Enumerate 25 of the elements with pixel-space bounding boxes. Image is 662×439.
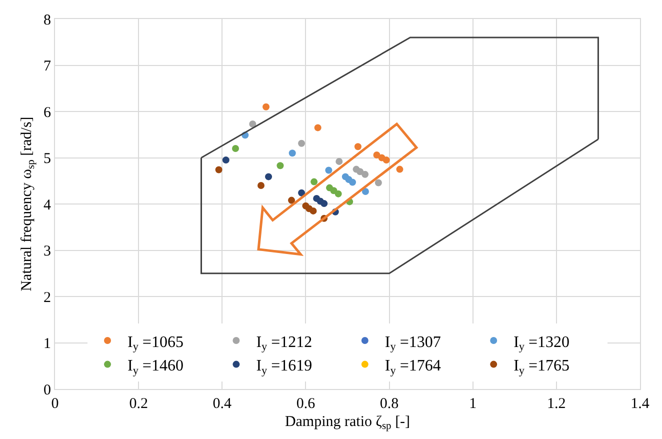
legend-label: I$_{y}$ =1065 <box>128 334 184 354</box>
y-tick-label: 6 <box>44 104 52 121</box>
legend-label: I$_{y}$ =1307 <box>384 334 441 354</box>
legend-label: I$_{y}$ =1212 <box>256 334 312 354</box>
y-tick-label: 2 <box>44 290 51 306</box>
y-tick-label: 5 <box>44 151 51 167</box>
x-tick-label: 0.2 <box>129 396 148 412</box>
y-tick-label: 3 <box>44 244 51 260</box>
y-tick-label: 4 <box>44 197 52 214</box>
legend-label: I$_{y}$ =1765 <box>514 358 570 377</box>
x-tick-label: 0.8 <box>380 396 399 412</box>
x-tick-label: 1 <box>469 396 477 412</box>
legend-label: I$_{y}$ =1460 <box>128 358 184 377</box>
y-tick-label: 1 <box>44 336 51 352</box>
x-tick-label: 0.6 <box>296 396 316 412</box>
y-tick-label: 8 <box>44 12 51 28</box>
y-tick-label: 0 <box>44 382 51 398</box>
y-tick-label: 7 <box>44 58 52 74</box>
x-tick-label: 1.2 <box>547 396 566 412</box>
legend-label: I$_{y}$ =1764 <box>384 358 441 377</box>
legend-label: I$_{y}$ =1320 <box>514 334 570 354</box>
x-axis-title: Damping ratio ζ$_{sp}$ [-] <box>284 414 410 432</box>
legend-label: I$_{y}$ =1619 <box>256 358 312 377</box>
x-tick-label: 1.4 <box>630 396 650 412</box>
x-tick-label: 0.4 <box>212 396 232 412</box>
